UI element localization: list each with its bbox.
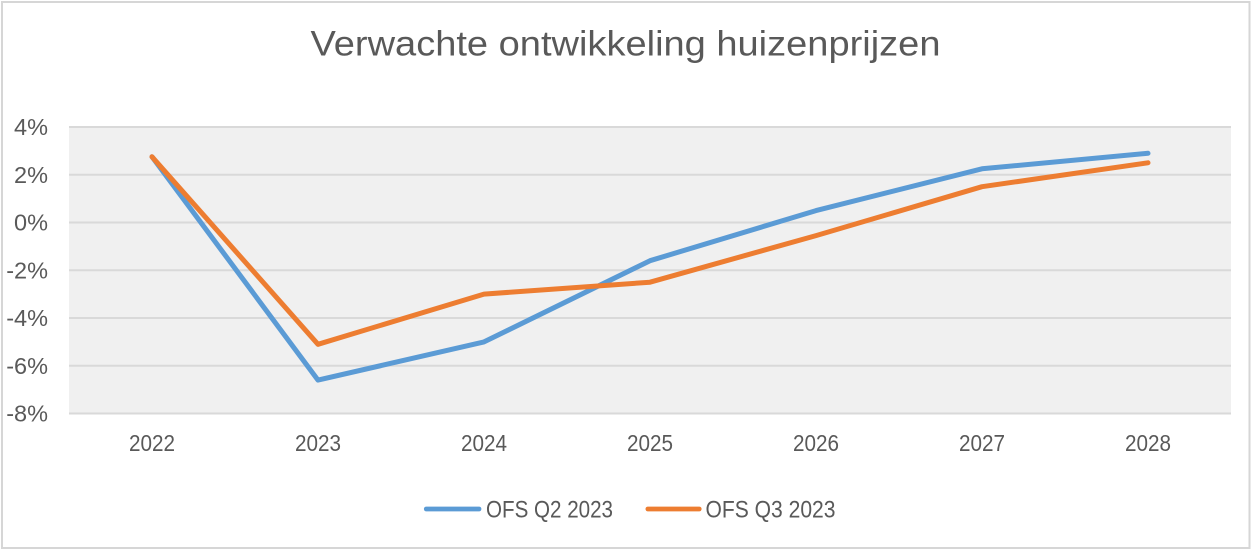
svg-text:2025: 2025	[627, 430, 673, 456]
svg-text:2026: 2026	[793, 430, 839, 456]
svg-text:2022: 2022	[129, 430, 175, 456]
svg-text:2024: 2024	[461, 430, 507, 456]
svg-text:OFS Q3 2023: OFS Q3 2023	[706, 497, 836, 524]
svg-text:2028: 2028	[1125, 430, 1171, 456]
svg-text:2027: 2027	[959, 430, 1005, 456]
svg-text:4%: 4%	[14, 114, 48, 140]
svg-text:Verwachte ontwikkeling huizenp: Verwachte ontwikkeling huizenprijzen	[311, 25, 941, 64]
svg-text:0%: 0%	[14, 210, 48, 236]
svg-text:OFS Q2 2023: OFS Q2 2023	[486, 497, 613, 524]
svg-text:2023: 2023	[295, 430, 341, 456]
svg-text:-6%: -6%	[6, 353, 48, 379]
svg-text:-2%: -2%	[6, 257, 48, 283]
svg-text:2%: 2%	[14, 162, 48, 188]
svg-text:-8%: -8%	[6, 401, 48, 427]
svg-text:-4%: -4%	[6, 305, 48, 331]
